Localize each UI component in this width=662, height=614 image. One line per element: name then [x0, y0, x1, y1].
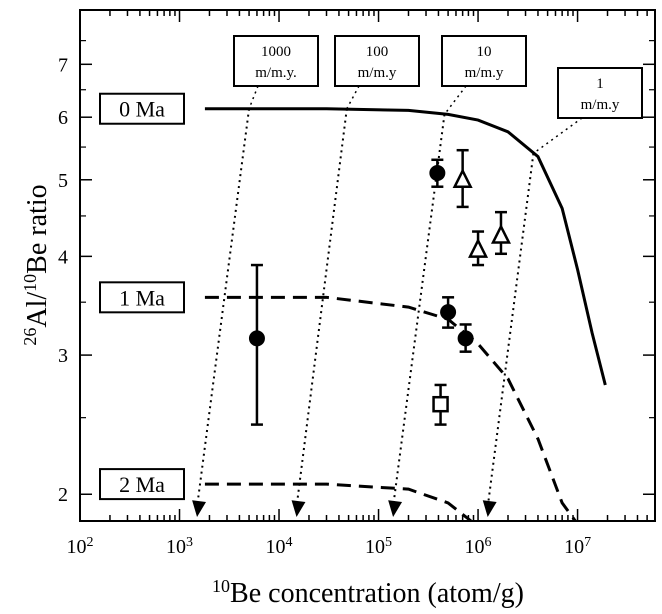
erosion-rate-unit: m/m.y — [581, 97, 620, 113]
sample-marker-circle — [440, 304, 457, 321]
annotation-labels: 0 Ma 1 Ma 2 Ma 1000 m/m.y. 100 m/m.y 10 m/m.y 1 m/… — [99, 35, 643, 501]
erosion-rate-leader — [346, 85, 360, 110]
erosion-rate-unit: m/m.y. — [255, 65, 297, 81]
arrowhead — [291, 500, 306, 517]
arrowhead — [482, 500, 497, 517]
erosion-rate-line — [295, 108, 348, 508]
erosion-rate-label-box — [233, 35, 319, 87]
x-tick-label: 102 — [67, 535, 94, 559]
y-tick-label: 4 — [58, 246, 68, 268]
isochron-curve — [204, 295, 577, 522]
isochron-label: 1 Ma — [119, 285, 165, 310]
x-axis-label: 10Be concentration (atom/g) — [212, 576, 524, 609]
erosion-rate-value: 1000 — [261, 44, 291, 60]
y-tick-label: 5 — [58, 170, 68, 192]
y-axis-label: 26Al/10Be ratio — [20, 184, 53, 345]
isochron-label-box — [99, 92, 185, 125]
x-tick-label: 105 — [365, 535, 392, 559]
erosion-rate-line — [486, 153, 535, 508]
x-tick-label: 107 — [564, 535, 591, 559]
tick-labels: 2 3 4 5 6 7 102 103 104 105 106 107 — [58, 54, 591, 558]
arrowhead — [192, 500, 207, 517]
sample-marker-circle — [248, 330, 265, 347]
isochron-label-box — [99, 281, 185, 314]
y-tick-label: 7 — [58, 54, 68, 76]
sample-marker-circle — [457, 330, 474, 347]
y-tick-label: 6 — [58, 107, 68, 129]
plot-frame — [79, 9, 656, 522]
sample-points — [248, 148, 512, 426]
isochron-curve — [204, 107, 607, 386]
erosion-rate-leader — [248, 85, 259, 110]
sample-marker-triangle — [468, 237, 489, 258]
erosion-rate-lines — [192, 85, 583, 517]
erosion-rate-unit: m/m.y — [358, 65, 397, 81]
erosion-rate-label-box — [441, 35, 527, 87]
erosion-rate-leader — [443, 85, 467, 115]
x-tick-label: 106 — [465, 535, 492, 559]
isochron-label-box — [99, 468, 185, 501]
x-tick-label: 104 — [266, 535, 293, 559]
erosion-rate-value: 10 — [477, 44, 492, 60]
y-tick-label: 2 — [58, 484, 68, 506]
isochron-label: 0 Ma — [119, 97, 165, 122]
isochron-curves — [204, 107, 607, 523]
erosion-rate-label-box — [334, 35, 420, 87]
y-tick-label: 3 — [58, 345, 68, 367]
axis-ticks — [79, 10, 656, 521]
sample-marker-triangle — [452, 167, 473, 189]
erosion-rate-label-box — [557, 67, 643, 119]
erosion-rate-value: 1 — [596, 76, 604, 92]
erosion-rate-value: 100 — [366, 44, 389, 60]
erosion-rate-unit: m/m.y — [465, 65, 504, 81]
x-tick-label: 103 — [166, 535, 193, 559]
isochron-label: 2 Ma — [119, 472, 165, 497]
sample-marker-triangle — [490, 223, 512, 244]
erosion-rate-leader — [532, 117, 583, 154]
erosion-rate-line — [196, 108, 251, 508]
isochron-curve — [204, 482, 472, 523]
sample-marker-circle — [429, 164, 446, 181]
arrowhead — [388, 500, 403, 517]
sample-marker-square — [432, 395, 449, 413]
